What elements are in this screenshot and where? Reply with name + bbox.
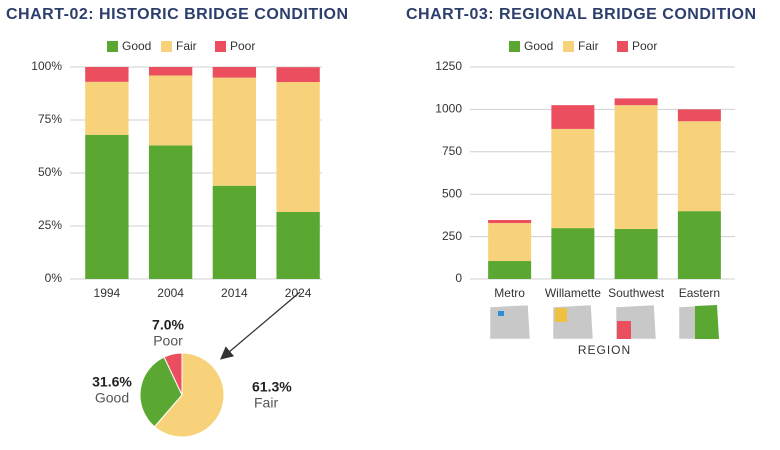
bar-segment: [488, 219, 532, 224]
legend-swatch: [563, 41, 574, 52]
region-map: [489, 304, 531, 340]
legend-label: Poor: [230, 39, 255, 53]
bar-segment: [148, 145, 193, 279]
bar-segment: [677, 211, 721, 279]
bar-segment: [488, 223, 532, 262]
region-map: [678, 304, 720, 340]
y-tick-label: 750: [442, 144, 462, 158]
bar-segment: [614, 98, 658, 106]
bar-segment: [85, 81, 129, 135]
y-tick-label: 0: [455, 271, 462, 285]
bar-segment: [276, 82, 320, 213]
x-tick-label: Eastern: [679, 286, 720, 300]
region-map: [615, 304, 657, 340]
bar-segment: [85, 67, 129, 82]
legend-swatch: [107, 41, 118, 52]
x-tick-label: Willamette: [545, 286, 601, 300]
bar-segment: [212, 67, 257, 78]
legend-swatch: [509, 41, 520, 52]
pie-slice: [139, 356, 183, 428]
legend-swatch: [617, 41, 628, 52]
region-maps: [489, 304, 720, 340]
y-tick-label: 100%: [31, 59, 62, 73]
legend-label: Good: [524, 39, 553, 53]
pie-category-label: Good: [95, 390, 129, 406]
bar-segment: [276, 212, 320, 279]
y-tick-label: 0%: [45, 271, 63, 285]
y-tick-label: 500: [442, 186, 462, 200]
chart-title: CHART-03: REGIONAL BRIDGE CONDITION: [406, 6, 757, 23]
legend-label: Fair: [176, 39, 197, 53]
bar-segment: [677, 109, 721, 122]
y-tick-label: 50%: [38, 165, 62, 179]
bar-segment: [551, 228, 595, 279]
region-map: [552, 304, 594, 340]
bar-segment: [614, 228, 658, 279]
legend-swatch: [161, 41, 172, 52]
bar-segment: [614, 105, 658, 229]
x-tick-label: 1994: [94, 286, 121, 300]
bar-segment: [212, 185, 257, 279]
bar-segment: [212, 77, 257, 186]
pie-value-label: 31.6%: [92, 374, 132, 390]
pie-category-label: Poor: [153, 333, 183, 349]
x-axis-label: REGION: [578, 343, 631, 357]
y-tick-label: 1250: [435, 59, 462, 73]
pie-value-label: 61.3%: [252, 379, 292, 395]
bar-segment: [488, 261, 532, 279]
legend-swatch: [215, 41, 226, 52]
bar-segment: [551, 128, 595, 229]
pie-slice: [153, 352, 225, 438]
chart-title: CHART-02: HISTORIC BRIDGE CONDITION: [6, 6, 349, 23]
x-tick-label: Southwest: [608, 286, 665, 300]
y-tick-label: 75%: [38, 112, 62, 126]
x-tick-label: Metro: [494, 286, 525, 300]
x-tick-label: 2004: [157, 286, 184, 300]
bar-segment: [276, 67, 320, 83]
y-tick-label: 25%: [38, 218, 62, 232]
x-tick-label: 2014: [221, 286, 248, 300]
legend-label: Good: [122, 39, 151, 53]
bar-segment: [677, 121, 721, 212]
legend-label: Poor: [632, 39, 657, 53]
legend-label: Fair: [578, 39, 599, 53]
bar-segment: [148, 75, 193, 146]
pie-slice: [163, 352, 183, 396]
y-tick-label: 1000: [435, 102, 462, 116]
pie-value-label: 7.0%: [152, 317, 184, 333]
y-tick-label: 250: [442, 229, 462, 243]
bar-segment: [85, 134, 129, 279]
arrow: [220, 291, 301, 360]
bar-segment: [551, 105, 595, 129]
pie-category-label: Fair: [254, 395, 278, 411]
bar-segment: [148, 67, 193, 76]
